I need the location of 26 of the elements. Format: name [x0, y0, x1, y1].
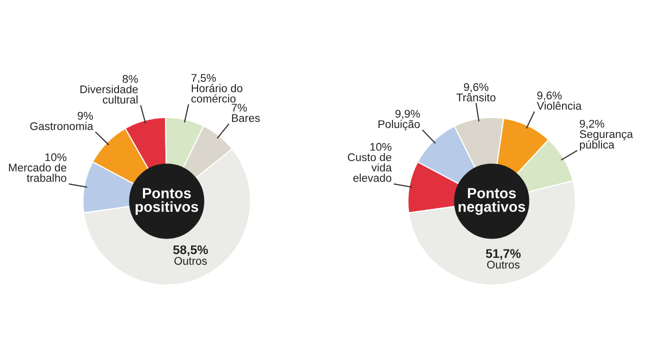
data-label: 7% — [232, 104, 247, 112]
data-label: 9% — [78, 112, 93, 120]
data-label: 9,6% — [537, 92, 562, 101]
text: Pontos positivos — [136, 188, 198, 215]
slice-label: Bares — [232, 114, 260, 122]
data-label: 58,5% — [173, 245, 208, 256]
data-label: 8% — [122, 75, 138, 83]
data-label: 9,9% — [395, 110, 420, 120]
slice-label: Outros — [487, 260, 520, 269]
slice-label: Gastronomia — [30, 122, 94, 130]
slice-label: Segurança pública — [580, 130, 634, 151]
data-label: 10% — [370, 142, 392, 151]
slice-label: Horário do comércio — [191, 84, 242, 103]
slice-label: Custo de vida elevado — [348, 152, 392, 182]
slice-label: Trânsito — [456, 93, 496, 102]
text: Pontos negativos — [458, 188, 526, 215]
data-label: 9,2% — [580, 120, 604, 129]
data-label: 9,6% — [464, 83, 488, 92]
data-label: 51,7% — [486, 249, 521, 260]
slice-label: Violência — [536, 102, 582, 110]
slice-label: Outros — [174, 256, 207, 265]
data-label: 10% — [45, 153, 66, 162]
data-label: 7,5% — [192, 74, 216, 84]
slice-label: Diversidade cultural — [80, 85, 138, 104]
slice-label: Mercado de trabalho — [9, 163, 66, 182]
slice-label: Poluição — [378, 120, 420, 130]
